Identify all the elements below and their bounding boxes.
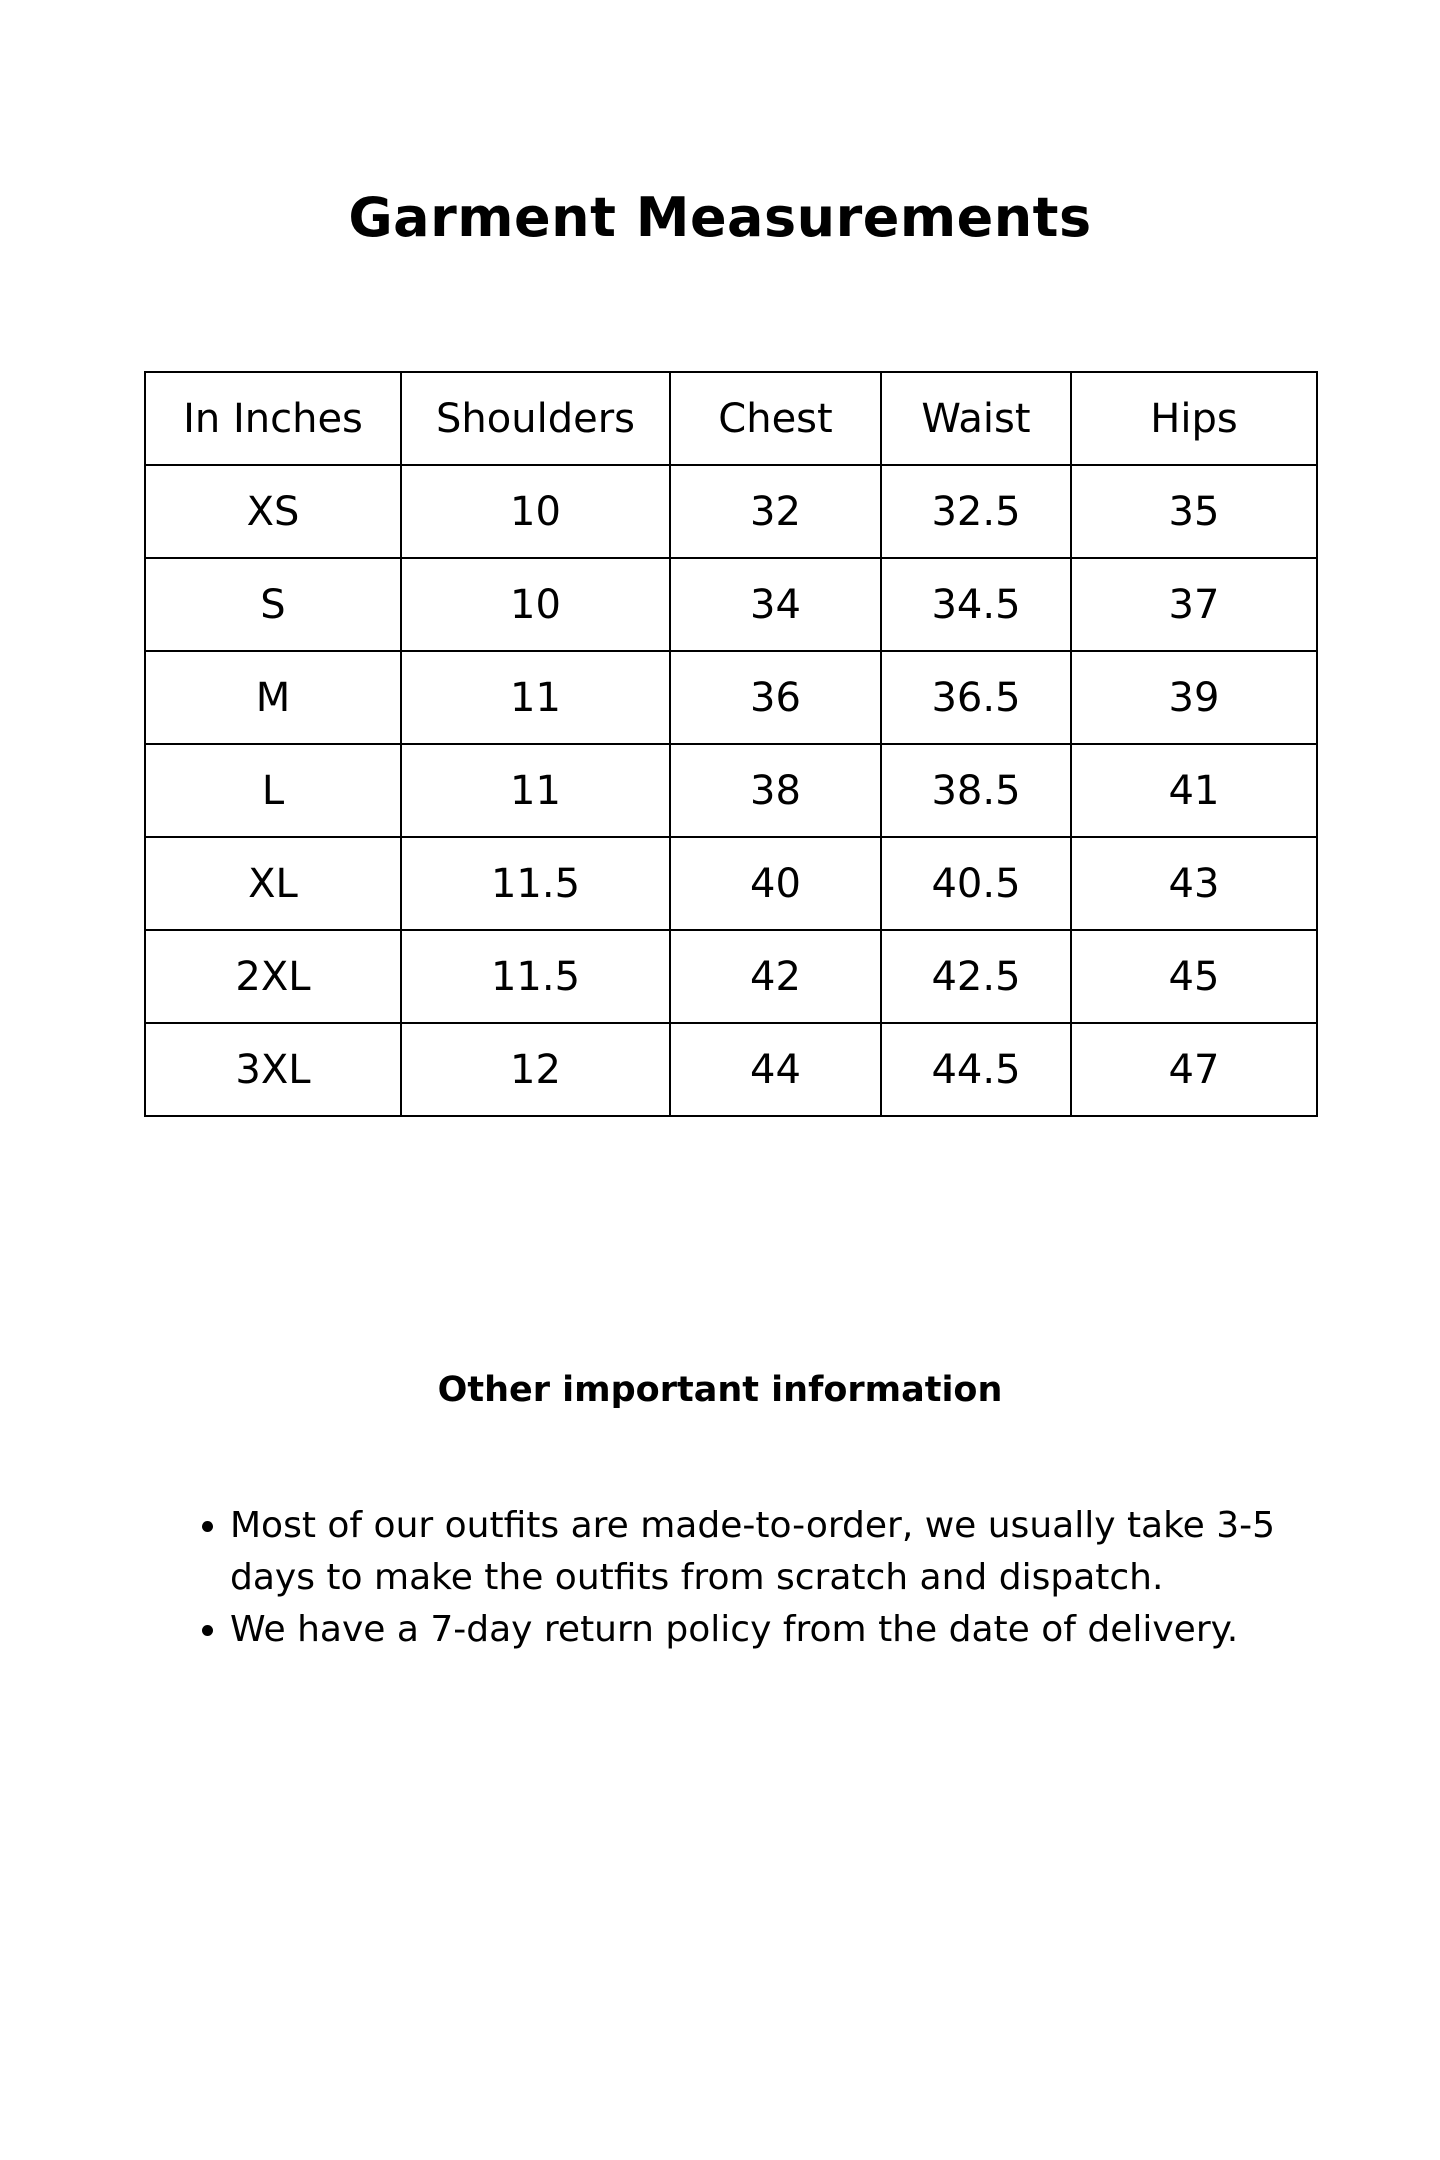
- table-header-row: In Inches Shoulders Chest Waist Hips: [144, 371, 1318, 466]
- table-cell: 47: [1070, 1022, 1318, 1117]
- info-list: Most of our outfits are made-to-order, w…: [200, 1500, 1310, 1656]
- table-cell: 42.5: [880, 929, 1072, 1024]
- table-cell: 11: [400, 743, 671, 838]
- table-cell: M: [144, 650, 402, 745]
- table-cell: 11.5: [400, 929, 671, 1024]
- column-header: In Inches: [144, 371, 402, 466]
- table-cell: 11.5: [400, 836, 671, 931]
- column-header: Chest: [669, 371, 882, 466]
- table-cell: 34.5: [880, 557, 1072, 652]
- table-cell: 37: [1070, 557, 1318, 652]
- table-cell: 2XL: [144, 929, 402, 1024]
- table-cell: 44: [669, 1022, 882, 1117]
- table-cell: XS: [144, 464, 402, 559]
- table-cell: 45: [1070, 929, 1318, 1024]
- table-cell: 36.5: [880, 650, 1072, 745]
- table-cell: 40.5: [880, 836, 1072, 931]
- column-header: Hips: [1070, 371, 1318, 466]
- table-row: S 10 34 34.5 37: [144, 557, 1318, 652]
- table-cell: 36: [669, 650, 882, 745]
- info-bullet: Most of our outfits are made-to-order, w…: [230, 1500, 1310, 1604]
- info-heading: Other important information: [437, 1370, 1003, 1410]
- table-cell: 38.5: [880, 743, 1072, 838]
- table-cell: S: [144, 557, 402, 652]
- table-cell: 12: [400, 1022, 671, 1117]
- table-cell: 41: [1070, 743, 1318, 838]
- table-row: XL 11.5 40 40.5 43: [144, 836, 1318, 931]
- table-row: 2XL 11.5 42 42.5 45: [144, 929, 1318, 1024]
- table-cell: 32: [669, 464, 882, 559]
- table-cell: 34: [669, 557, 882, 652]
- table-row: 3XL 12 44 44.5 47: [144, 1022, 1318, 1117]
- info-bullet: We have a 7-day return policy from the d…: [230, 1604, 1310, 1656]
- table-cell: XL: [144, 836, 402, 931]
- table-cell: 3XL: [144, 1022, 402, 1117]
- column-header: Shoulders: [400, 371, 671, 466]
- table-cell: 35: [1070, 464, 1318, 559]
- measurements-table: In Inches Shoulders Chest Waist Hips XS 10 32 3…: [144, 371, 1318, 1117]
- table-cell: 43: [1070, 836, 1318, 931]
- table-cell: 39: [1070, 650, 1318, 745]
- table-row: M 11 36 36.5 39: [144, 650, 1318, 745]
- table-cell: 44.5: [880, 1022, 1072, 1117]
- table-cell: 10: [400, 557, 671, 652]
- column-header: Waist: [880, 371, 1072, 466]
- table-cell: 38: [669, 743, 882, 838]
- table-cell: 42: [669, 929, 882, 1024]
- table-row: L 11 38 38.5 41: [144, 743, 1318, 838]
- table-cell: 40: [669, 836, 882, 931]
- table-row: XS 10 32 32.5 35: [144, 464, 1318, 559]
- table-cell: 32.5: [880, 464, 1072, 559]
- page-title: Garment Measurements: [348, 186, 1092, 249]
- table-cell: 10: [400, 464, 671, 559]
- table-cell: 11: [400, 650, 671, 745]
- table-cell: L: [144, 743, 402, 838]
